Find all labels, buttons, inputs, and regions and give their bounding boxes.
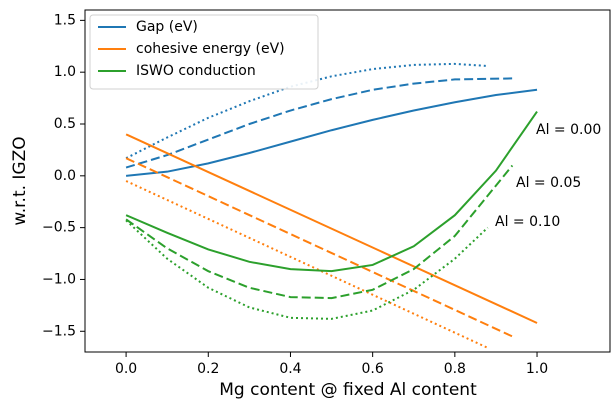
x-tick-label: 0.2 <box>197 361 219 377</box>
y-tick-label: 0.5 <box>54 116 76 132</box>
x-tick-label: 0.8 <box>444 361 466 377</box>
series-line <box>125 157 513 338</box>
series-line <box>125 133 538 324</box>
series-line <box>125 110 538 273</box>
series-line <box>125 219 489 320</box>
y-axis-label: w.r.t. IGZO <box>10 136 30 225</box>
series-line <box>125 77 513 169</box>
legend-label: Gap (eV) <box>136 19 198 35</box>
x-tick-label: 0.4 <box>279 361 301 377</box>
x-tick-label: 0.6 <box>362 361 384 377</box>
series-line <box>125 164 514 300</box>
annotation: Al = 0.05 <box>516 175 581 191</box>
plot-frame <box>84 9 611 353</box>
series-line <box>125 180 489 349</box>
x-tick-label: 1.0 <box>526 361 548 377</box>
y-tick-label: 1.0 <box>54 64 76 80</box>
annotation: Al = 0.10 <box>495 214 560 230</box>
legend-label: ISWO conduction <box>136 63 256 79</box>
y-tick-label: 1.5 <box>54 12 76 28</box>
x-axis-label: Mg content @ fixed Al content <box>219 380 477 400</box>
y-tick-label: −1.5 <box>42 323 76 339</box>
y-tick-label: 0.0 <box>54 168 76 184</box>
y-tick-label: −1.0 <box>42 271 76 287</box>
y-tick-label: −0.5 <box>42 220 76 236</box>
legend-box <box>89 14 319 90</box>
annotation: Al = 0.00 <box>536 122 601 138</box>
legend-label: cohesive energy (eV) <box>136 41 285 57</box>
x-tick-label: 0.0 <box>115 361 137 377</box>
